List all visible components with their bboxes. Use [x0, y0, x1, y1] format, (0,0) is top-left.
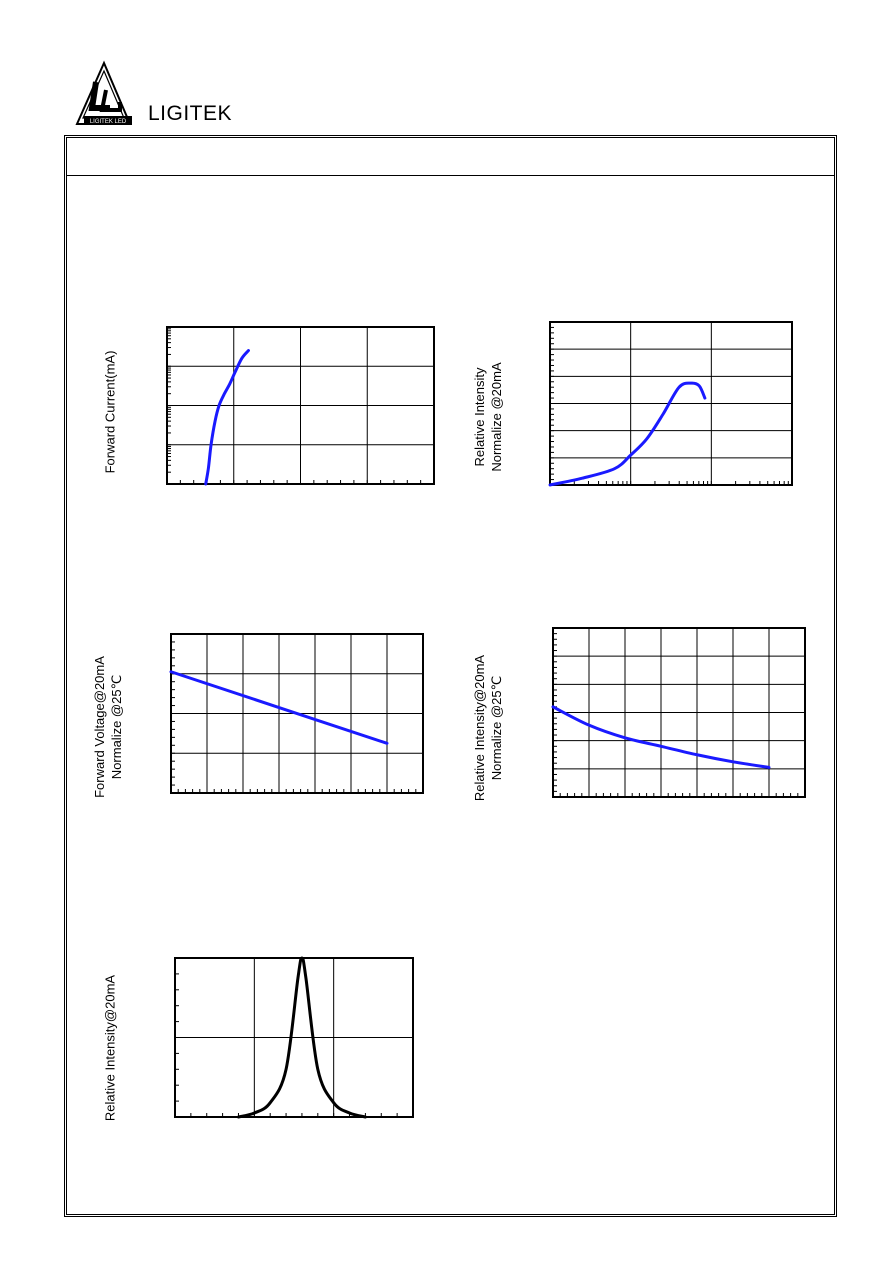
- relative-intensity-vs-temperature-chart: [551, 627, 806, 798]
- header-divider: [66, 175, 834, 176]
- series-line-0: [548, 381, 707, 487]
- relative-intensity-vs-current-chart: [548, 321, 793, 487]
- forward-current-chart: [166, 326, 435, 486]
- logo-text: LIGITEK LED: [90, 119, 127, 125]
- chart-1-ylabel: Forward Current(mA): [102, 350, 118, 474]
- series-line-0: [169, 670, 389, 745]
- chart-5-ylabel: Relative Intensity@20mA: [102, 974, 118, 1122]
- brand-header: LIGITEK LED: [74, 60, 274, 132]
- spectrum-chart: [174, 956, 414, 1119]
- ligitek-logo: LIGITEK LED: [75, 60, 132, 125]
- chart-3-ylabel: Forward Voltage@20mA Normalize @25℃: [92, 656, 124, 798]
- chart-2-ylabel: Relative Intensity Normalize @20mA: [472, 362, 504, 472]
- series-line-0: [204, 349, 250, 486]
- series-line-0: [551, 705, 771, 769]
- series-line-0: [236, 956, 367, 1119]
- brand-name: LIGITEK: [148, 102, 233, 125]
- forward-voltage-vs-temperature-chart: [169, 633, 424, 794]
- page-frame: [66, 137, 835, 1215]
- chart-4-ylabel: Relative Intensity@20mA Normalize @25℃: [472, 654, 504, 802]
